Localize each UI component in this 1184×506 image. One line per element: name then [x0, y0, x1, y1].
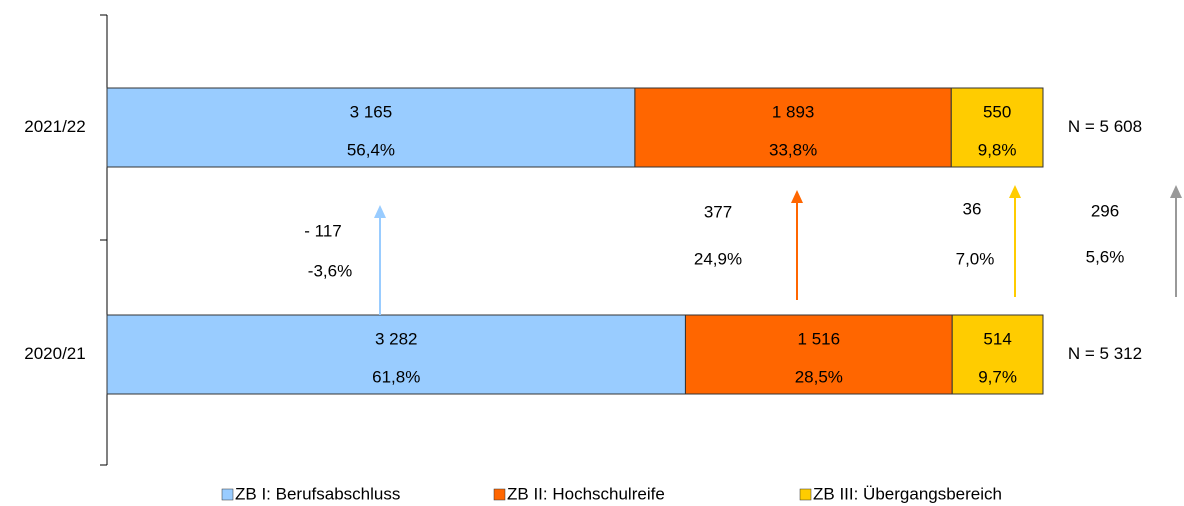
total-label: N = 5 312 [1068, 344, 1142, 363]
value-label: 28,5% [795, 367, 843, 386]
bar-segment [951, 314, 1044, 395]
arrow-head [791, 190, 803, 203]
total-label: N = 5 608 [1068, 117, 1142, 136]
value-label: 9,7% [978, 367, 1017, 386]
change-share-label: 24,9% [694, 249, 742, 268]
arrow-head [1170, 185, 1182, 198]
legend-label: ZB II: Hochschulreife [507, 484, 665, 503]
count-label: 3 165 [350, 102, 393, 121]
count-label: 1 893 [772, 102, 815, 121]
change-label: - 117 [304, 221, 342, 240]
legend-label: ZB I: Berufsabschluss [235, 484, 400, 503]
arrow-head [374, 205, 386, 218]
count-label: 1 516 [798, 329, 841, 348]
legend-label: ZB III: Übergangsbereich [813, 484, 1002, 503]
legend-swatch [493, 488, 506, 501]
legend-swatch [799, 488, 812, 501]
value-label: 61,8% [372, 367, 420, 386]
change-share-label: -3,6% [308, 261, 352, 280]
change-share-label: 7,0% [956, 249, 995, 268]
value-label: 9,8% [978, 140, 1017, 159]
category-label: 2021/22 [24, 117, 85, 136]
bar-segment [950, 87, 1044, 168]
change-label: 377 [704, 202, 732, 221]
count-label: 550 [983, 102, 1011, 121]
bar-segment [106, 314, 686, 395]
bar-segment [634, 87, 952, 168]
bar-segment [106, 87, 636, 168]
value-label: 33,8% [769, 140, 817, 159]
count-label: 514 [983, 329, 1011, 348]
category-label: 2020/21 [24, 344, 85, 363]
change-label: 36 [963, 199, 982, 218]
arrow-head [1009, 185, 1021, 198]
total-change-share-label: 5,6% [1086, 247, 1125, 266]
legend-swatch [221, 488, 234, 501]
total-change-label: 296 [1091, 201, 1119, 220]
value-label: 56,4% [347, 140, 395, 159]
count-label: 3 282 [375, 329, 418, 348]
bar-segment [684, 314, 953, 395]
